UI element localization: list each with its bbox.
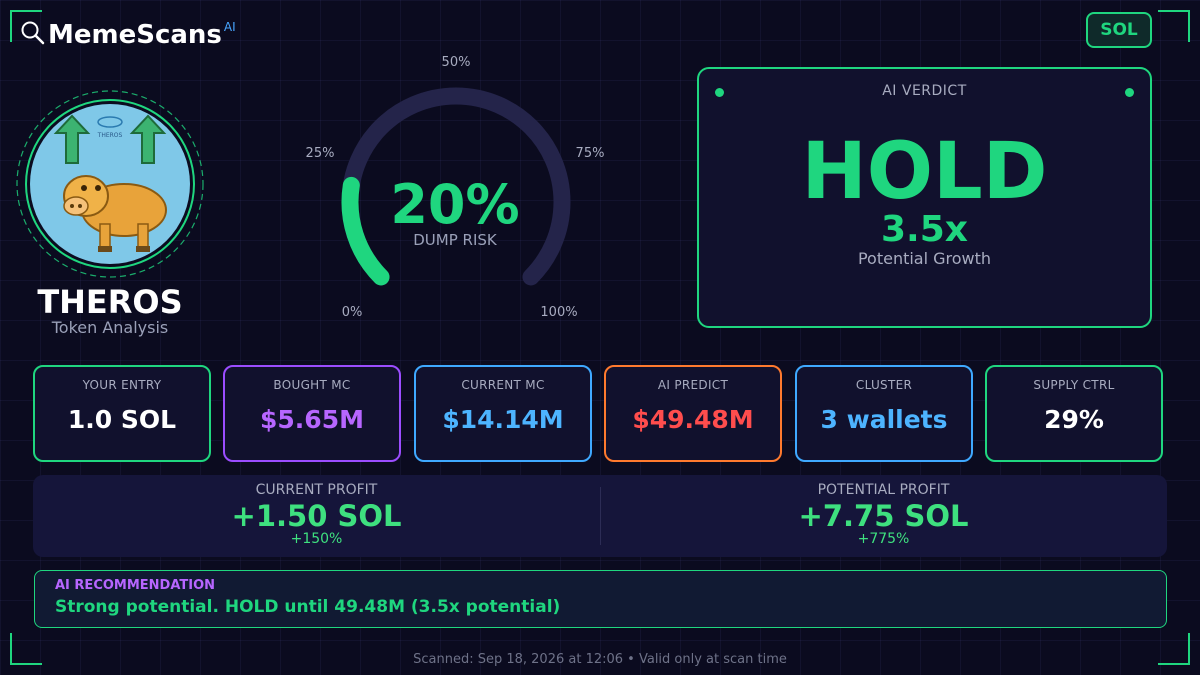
verdict-title: AI VERDICT [882, 83, 967, 99]
token-logo: THEROS [14, 88, 206, 280]
ai-recommendation: AI RECOMMENDATION Strong potential. HOLD… [34, 570, 1167, 628]
card-label: SUPPLY CTRL [1033, 378, 1115, 392]
potential-profit-label: POTENTIAL PROFIT [817, 482, 950, 498]
card-value: 3 wallets [820, 405, 948, 434]
card-label: AI PREDICT [657, 378, 729, 392]
magnifier-icon [20, 20, 46, 50]
verdict-multiplier: 3.5x [881, 209, 968, 250]
card-label: BOUGHT MC [273, 378, 351, 392]
chain-badge[interactable]: SOL [1086, 12, 1152, 48]
gauge-tick-75: 75% [576, 146, 605, 161]
corner-bottom-left [10, 633, 42, 665]
card-ai-predict: AI PREDICT $49.48M [604, 365, 782, 462]
gauge-fill [341, 176, 390, 286]
card-value: $14.14M [442, 405, 564, 434]
token-logo-text: THEROS [97, 132, 123, 139]
gauge-tick-100: 100% [540, 305, 577, 320]
ai-verdict-panel: AI VERDICT HOLD 3.5x Potential Growth [697, 67, 1152, 328]
corner-top-right [1158, 10, 1190, 42]
token-name: THEROS [37, 283, 183, 321]
potential-profit-pct: +775% [857, 531, 910, 547]
current-profit-label: CURRENT PROFIT [255, 482, 378, 498]
card-value: 1.0 SOL [67, 405, 177, 434]
scan-footer: Scanned: Sep 18, 2026 at 12:06 • Valid o… [413, 652, 787, 667]
card-label: CLUSTER [855, 378, 913, 392]
brand: MemeScans AI [20, 20, 236, 50]
verdict-decision: HOLD [801, 127, 1048, 217]
card-cluster: CLUSTER 3 wallets [795, 365, 973, 462]
potential-profit: POTENTIAL PROFIT +7.75 SOL +775% [600, 475, 1167, 557]
card-label: CURRENT MC [461, 378, 545, 392]
stat-cards: YOUR ENTRY 1.0 SOL BOUGHT MC $5.65M CURR… [33, 365, 1164, 462]
profit-panel: CURRENT PROFIT +1.50 SOL +150% POTENTIAL… [33, 475, 1167, 557]
dump-risk-label: DUMP RISK [413, 231, 497, 249]
dump-risk-gauge: 0% 25% 50% 75% 100% [306, 55, 605, 320]
token-subtitle: Token Analysis [51, 318, 169, 337]
profit-divider [600, 487, 601, 545]
dump-risk-value: 20% [390, 173, 520, 236]
brand-superscript: AI [223, 20, 236, 34]
recommendation-title: AI RECOMMENDATION [55, 578, 216, 593]
card-supply-ctrl: SUPPLY CTRL 29% [985, 365, 1163, 462]
gauge-tick-50: 50% [442, 55, 471, 70]
corner-top-left [10, 10, 42, 42]
current-profit: CURRENT PROFIT +1.50 SOL +150% [33, 475, 600, 557]
recommendation-text: Strong potential. HOLD until 49.48M (3.5… [55, 597, 561, 617]
gauge-tick-0: 0% [342, 305, 363, 320]
current-profit-pct: +150% [290, 531, 343, 547]
verdict-subtitle: Potential Growth [857, 249, 992, 268]
card-label: YOUR ENTRY [82, 378, 162, 392]
current-profit-value: +1.50 SOL [231, 499, 402, 533]
card-your-entry: YOUR ENTRY 1.0 SOL [33, 365, 211, 462]
brand-name: MemeScans [48, 20, 222, 50]
card-value: $49.48M [632, 405, 754, 434]
card-current-mc: CURRENT MC $14.14M [414, 365, 592, 462]
potential-profit-value: +7.75 SOL [798, 499, 969, 533]
card-value: $5.65M [260, 405, 364, 434]
verdict-dot-right [1125, 88, 1134, 97]
card-value: 29% [1044, 405, 1104, 434]
gauge-tick-25: 25% [306, 146, 335, 161]
verdict-dot-left [715, 88, 724, 97]
corner-bottom-right [1158, 633, 1190, 665]
card-bought-mc: BOUGHT MC $5.65M [223, 365, 401, 462]
